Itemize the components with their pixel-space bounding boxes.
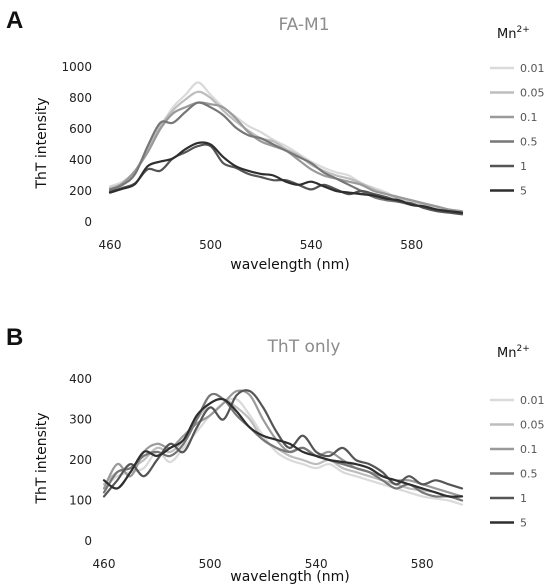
legend-label-a-2: 0.05 bbox=[520, 87, 545, 100]
x-tick-label-b: 460 bbox=[93, 557, 116, 571]
legend-label-b-2: 0.05 bbox=[520, 419, 545, 432]
y-tick-label-a: 200 bbox=[69, 184, 92, 198]
legend-label-a-3: 0.1 bbox=[520, 111, 538, 124]
legend-label-b-5: 1 bbox=[520, 492, 527, 505]
ticks-a: 0 200 400 600 800 1000 460 500 540 580 bbox=[61, 60, 423, 252]
y-tick-label-a: 600 bbox=[69, 122, 92, 136]
x-axis-label-a: wavelength (nm) bbox=[230, 257, 349, 273]
legend-label-b-6: 5 bbox=[520, 517, 527, 530]
legend-title-b: Mn2+ bbox=[497, 344, 530, 361]
y-tick-label-a: 400 bbox=[69, 153, 92, 167]
x-axis-label-b: wavelength (nm) bbox=[230, 569, 349, 585]
ticks-b: 0 100 200 300 400 460 500 540 580 bbox=[69, 372, 434, 571]
legend-label-b-4: 0.5 bbox=[520, 468, 538, 481]
legend-b: 0.01 0.05 0.1 0.5 1 5 bbox=[490, 394, 545, 530]
x-tick-label-b: 580 bbox=[411, 557, 434, 571]
x-tick-label-a: 500 bbox=[199, 238, 222, 252]
chart-title-b: ThT only bbox=[267, 337, 341, 357]
legend-label-a-1: 0.01 bbox=[520, 62, 545, 75]
series-line-a-2 bbox=[108, 90, 464, 213]
y-tick-label-b: 400 bbox=[69, 372, 92, 386]
y-tick-label-b: 200 bbox=[69, 453, 92, 467]
y-tick-label-b: 300 bbox=[69, 413, 92, 427]
plot-area-a bbox=[108, 81, 464, 216]
panel-b: B ThT only wavelength (nm) ThT intensity… bbox=[6, 324, 545, 585]
x-tick-label-b: 540 bbox=[305, 557, 328, 571]
series-line-b-6 bbox=[102, 397, 464, 498]
legend-title-text-b: Mn bbox=[497, 346, 516, 361]
series-line-a-1 bbox=[108, 81, 464, 213]
y-tick-label-b: 0 bbox=[84, 534, 92, 548]
chart-title-a: FA-M1 bbox=[278, 15, 329, 35]
panel-letter-b: B bbox=[6, 324, 23, 351]
panel-letter-a: A bbox=[6, 7, 23, 34]
legend-title-superscript-b: 2+ bbox=[516, 344, 529, 354]
x-tick-label-a: 460 bbox=[99, 238, 122, 252]
series-line-a-3 bbox=[108, 101, 464, 213]
series-line-b-4 bbox=[102, 392, 464, 502]
y-tick-label-b: 100 bbox=[69, 494, 92, 508]
series-line-a-4 bbox=[108, 101, 464, 214]
legend-title-a: Mn2+ bbox=[497, 25, 530, 42]
y-tick-label-a: 800 bbox=[69, 91, 92, 105]
legend-label-b-1: 0.01 bbox=[520, 394, 545, 407]
legend-title-text-a: Mn bbox=[497, 27, 516, 42]
y-tick-label-a: 1000 bbox=[61, 60, 92, 74]
legend-label-a-6: 5 bbox=[520, 185, 527, 198]
x-tick-label-a: 580 bbox=[400, 238, 423, 252]
series-line-b-1 bbox=[102, 397, 464, 506]
x-tick-label-a: 540 bbox=[300, 238, 323, 252]
legend-a: 0.01 0.05 0.1 0.5 1 5 bbox=[490, 62, 545, 198]
panel-a: A FA-M1 wavelength (nm) ThT intensity 0 2… bbox=[6, 7, 545, 273]
x-tick-label-b: 500 bbox=[199, 557, 222, 571]
y-axis-label-a: ThT intensity bbox=[34, 97, 50, 189]
y-axis-label-b: ThT intensity bbox=[34, 412, 50, 504]
legend-label-a-5: 1 bbox=[520, 160, 527, 173]
legend-label-b-3: 0.1 bbox=[520, 443, 538, 456]
y-tick-label-a: 0 bbox=[84, 215, 92, 229]
legend-title-superscript-a: 2+ bbox=[516, 25, 529, 35]
plot-area-b bbox=[102, 389, 464, 506]
legend-label-a-4: 0.5 bbox=[520, 136, 538, 149]
series-line-a-6 bbox=[108, 141, 464, 214]
